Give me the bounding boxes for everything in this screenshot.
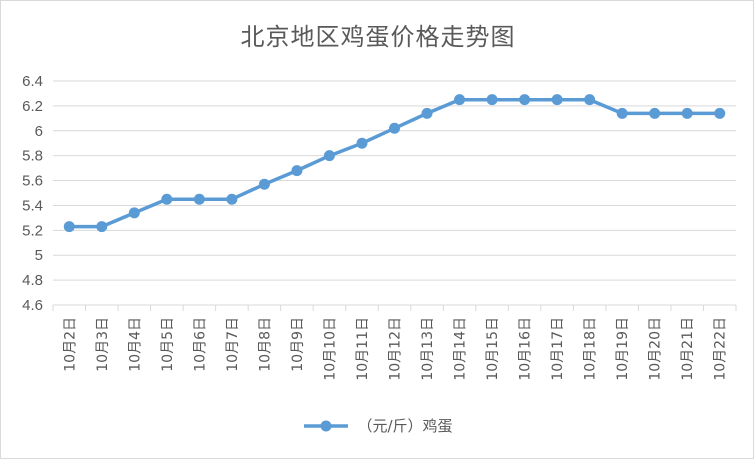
- x-tick-label: 10月9日: [290, 317, 306, 372]
- data-point: [486, 94, 498, 106]
- data-point: [96, 221, 108, 233]
- x-tick-label: 10月21日: [680, 317, 696, 381]
- x-tick-label: 10月17日: [550, 317, 566, 381]
- x-tick-label: 10月2日: [62, 317, 78, 372]
- data-point: [356, 137, 368, 149]
- x-tick-label: 10月11日: [355, 317, 371, 381]
- x-tick-label: 10月8日: [257, 317, 273, 372]
- y-tick-label: 6.2: [22, 98, 43, 115]
- data-point: [161, 193, 173, 205]
- x-tick-label: 10月13日: [420, 317, 436, 381]
- y-tick-label: 5: [35, 247, 43, 264]
- chart-title: 北京地区鸡蛋价格走势图: [240, 23, 516, 51]
- x-tick-label: 10月5日: [160, 317, 176, 372]
- data-point: [323, 150, 335, 162]
- x-tick-label: 10月22日: [713, 317, 729, 381]
- y-tick-label: 6.4: [22, 73, 43, 90]
- x-tick-label: 10月6日: [192, 317, 208, 372]
- x-tick-label: 10月15日: [485, 317, 501, 381]
- legend-line-marker-icon: [304, 420, 349, 431]
- x-tick-label: 10月7日: [225, 317, 241, 372]
- y-tick-label: 5.8: [22, 148, 43, 165]
- x-tick-label: 10月16日: [518, 317, 534, 381]
- x-tick-label: 10月4日: [127, 317, 143, 372]
- data-point: [226, 193, 238, 205]
- data-point: [421, 107, 433, 119]
- data-point: [551, 94, 563, 106]
- data-point: [616, 107, 628, 119]
- x-tick-label: 10月12日: [388, 317, 404, 381]
- x-tick-label: 10月18日: [583, 317, 599, 381]
- data-point: [258, 178, 270, 190]
- data-point: [714, 107, 726, 119]
- x-tick-label: 10月19日: [615, 317, 631, 381]
- y-tick-label: 6: [35, 123, 43, 140]
- data-point: [389, 122, 400, 134]
- data-point: [681, 107, 693, 119]
- data-point: [584, 94, 596, 106]
- data-point: [193, 193, 205, 205]
- data-point: [128, 207, 140, 219]
- x-tick-label: 10月3日: [95, 317, 111, 372]
- data-point: [454, 94, 466, 106]
- y-tick-label: 5.2: [22, 222, 43, 239]
- data-point: [63, 221, 75, 233]
- y-tick-label: 5.6: [22, 173, 43, 190]
- data-point: [649, 107, 661, 119]
- legend-label: （元/斤）鸡蛋: [357, 417, 453, 435]
- x-tick-label: 10月20日: [648, 317, 664, 381]
- x-tick-label: 10月14日: [453, 317, 469, 381]
- y-tick-label: 5.4: [22, 197, 43, 214]
- data-point: [519, 94, 531, 106]
- y-tick-label: 4.6: [22, 297, 43, 314]
- x-tick-label: 10月10日: [322, 317, 338, 381]
- legend: （元/斤）鸡蛋: [1, 415, 754, 436]
- data-point: [291, 165, 303, 177]
- y-tick-label: 4.8: [22, 272, 43, 289]
